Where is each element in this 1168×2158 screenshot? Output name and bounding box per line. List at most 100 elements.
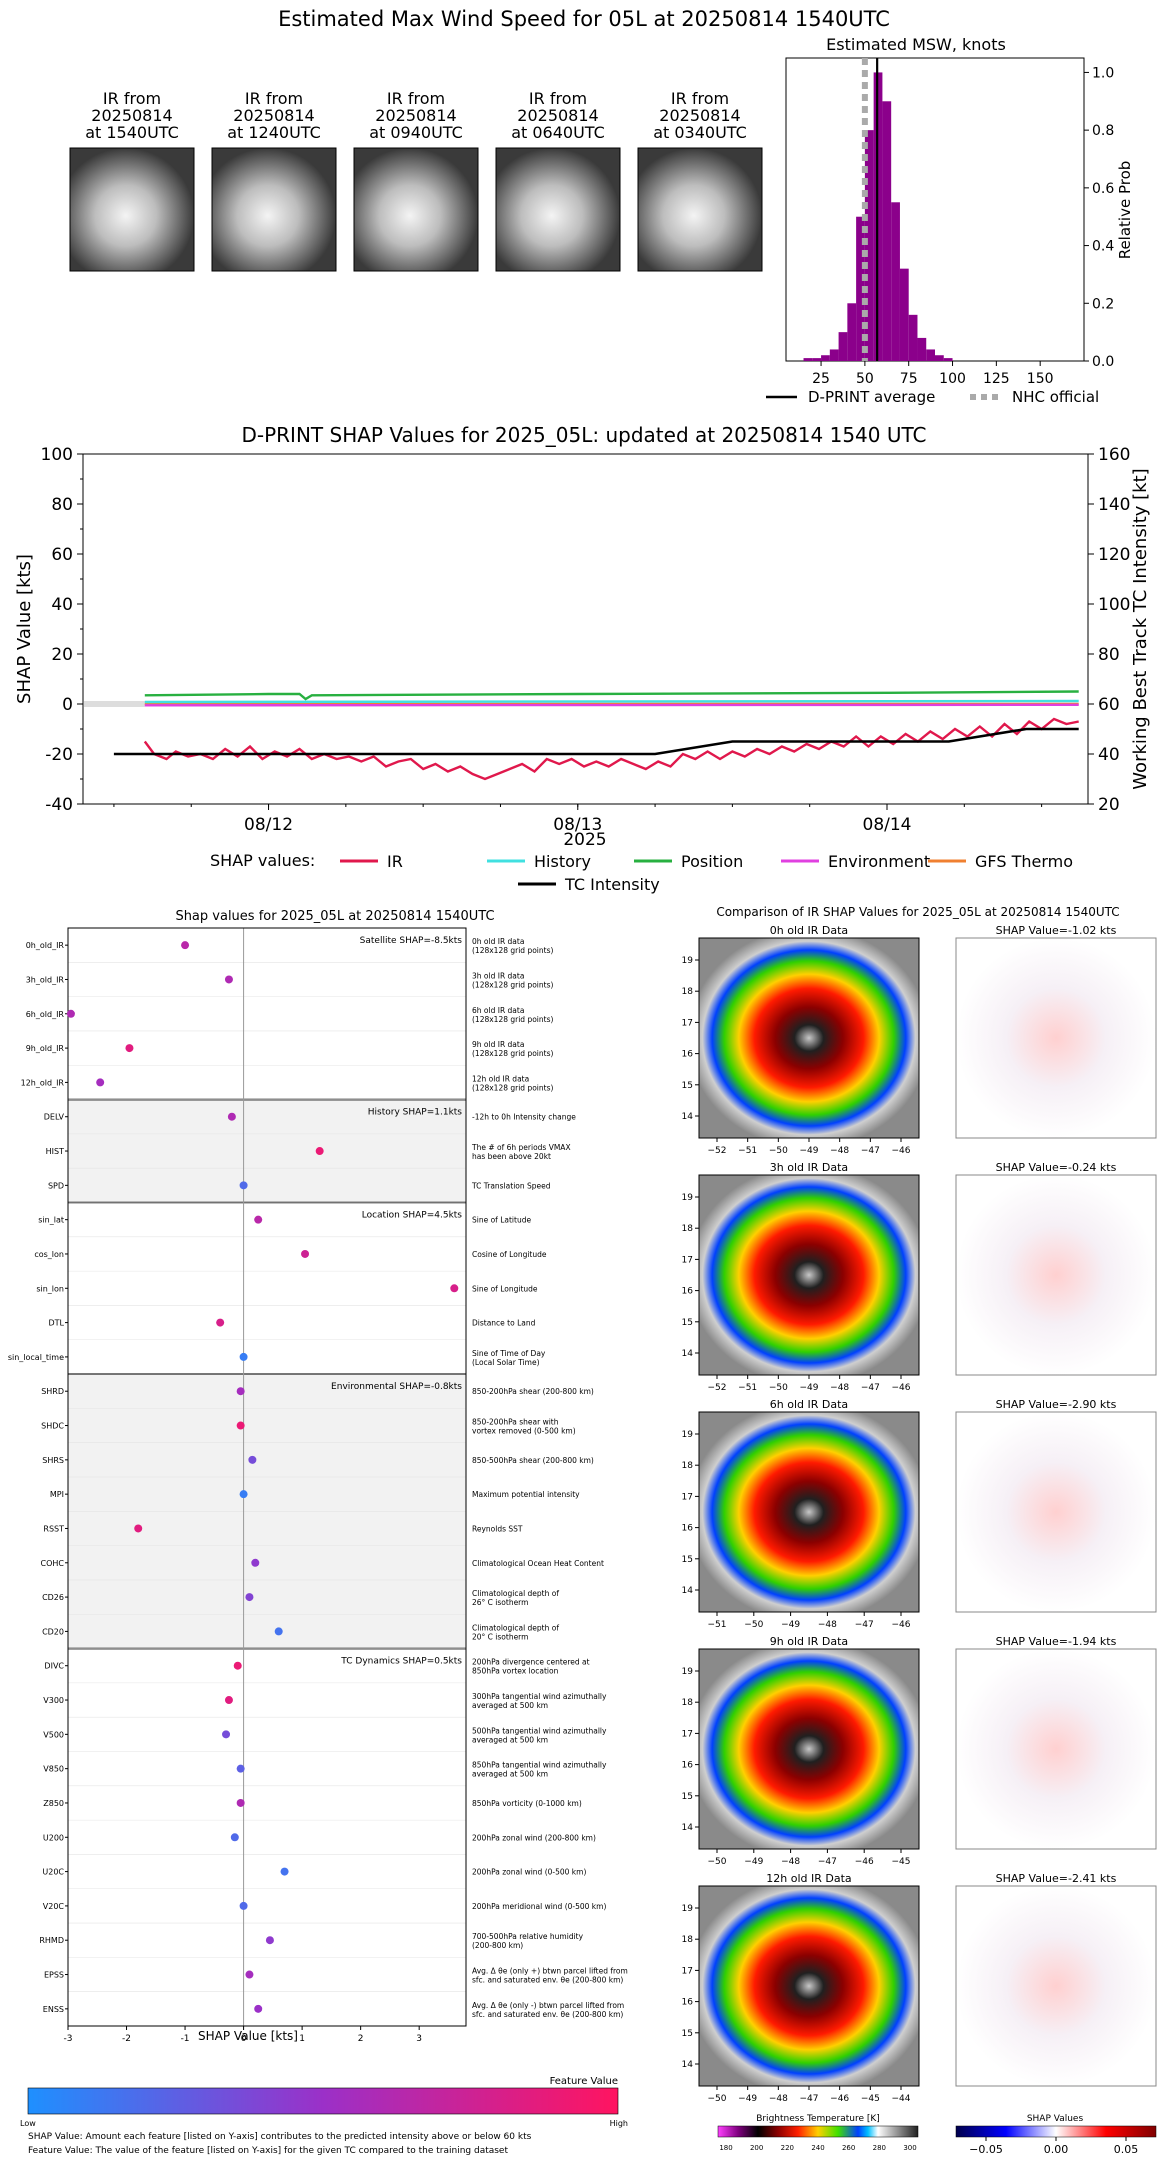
legend-label: IR — [387, 852, 403, 871]
feature-name: V850 — [43, 1765, 64, 1774]
ir-y-tick-label: 17 — [682, 1492, 693, 1502]
feature-name: CD20 — [42, 1627, 64, 1636]
x-tick-label: 75 — [900, 371, 918, 387]
feature-dot — [96, 1078, 105, 1087]
feature-dot — [254, 2004, 263, 2013]
feature-name: CD26 — [42, 1593, 64, 1602]
bt-colorbar — [717, 2125, 919, 2138]
feature-name: U20C — [42, 1868, 64, 1877]
ir-panel-image — [698, 1174, 920, 1376]
group-label: History SHAP=1.1kts — [368, 1108, 463, 1118]
ir-x-tick-label: −52 — [708, 1383, 727, 1393]
feature-desc-2: vortex removed (0-500 km) — [472, 1427, 576, 1436]
feature-name: RSST — [43, 1524, 64, 1533]
ir-x-tick-label: −50 — [708, 1857, 727, 1867]
ir-panel-title: 3h old IR Data — [770, 1161, 848, 1174]
thumbnail-label-3: at 0340UTC — [653, 123, 747, 142]
ir-x-tick-label: −49 — [781, 1620, 800, 1630]
page-title: Estimated Max Wind Speed for 05L at 2025… — [278, 7, 890, 31]
feature-desc: 700-500hPa relative humidity — [472, 1932, 584, 1941]
series-line-ir — [143, 717, 1079, 781]
ir-y-tick-label: 18 — [682, 987, 694, 997]
feature-desc: 200hPa zonal wind (200-800 km) — [472, 1833, 596, 1842]
feature-dot — [134, 1524, 143, 1533]
y-tick-label-right: 60 — [1098, 695, 1120, 715]
series-line-history — [144, 699, 1079, 704]
group-band — [68, 1202, 466, 1375]
bt-tick-label: 280 — [873, 2144, 886, 2152]
thumbnail-label-2: 20250814 — [659, 106, 740, 125]
feature-dot — [239, 1352, 248, 1361]
ir-x-tick-label: −49 — [738, 2094, 757, 2104]
bt-colorbar-ticks: 180 200 220 240 260 280 300 — [719, 2144, 916, 2152]
feature-desc: 200hPa zonal wind (0-500 km) — [472, 1868, 586, 1877]
timeseries-lines — [84, 690, 1079, 781]
y-tick-label-left: 60 — [51, 545, 73, 565]
timeseries-ticks: -40 -20 0 20 40 60 80 100 20 40 60 80 100 120 140 160 08… — [41, 445, 1131, 835]
feature-desc: 500hPa tangential wind azimuthally — [472, 1726, 607, 1735]
x-tick-label: 100 — [939, 371, 966, 387]
ir-x-tick-label: −47 — [818, 1857, 837, 1867]
shap-cb-tick-label: −0.05 — [969, 2143, 1003, 2156]
feature-desc-2: 850hPa vortex location — [472, 1667, 559, 1676]
ir-x-tick-label: −49 — [800, 1146, 819, 1156]
series-line-environment — [144, 703, 1079, 707]
histogram-bar — [829, 349, 839, 361]
histogram-bar — [926, 349, 935, 361]
x-tick-label: -3 — [64, 2034, 73, 2044]
feature-desc: Avg. Δ θe (only +) btwn parcel lifted fr… — [472, 1967, 628, 1976]
y-tick-label: 0.2 — [1092, 296, 1114, 312]
ir-y-tick-label: 17 — [682, 1255, 693, 1265]
feature-desc: 200hPa meridional wind (0-500 km) — [472, 1902, 606, 1911]
ir-y-tick-label: 19 — [682, 956, 694, 966]
shap-panel-image — [955, 937, 1157, 1139]
feature-name: SHRS — [42, 1456, 64, 1465]
shap-timeseries: D-PRINT SHAP Values for 2025_05L: update… — [14, 423, 1151, 894]
feature-dot — [236, 1798, 245, 1807]
ir-y-tick-label: 15 — [682, 1792, 693, 1802]
ir-y-tick-label: 16 — [682, 1050, 694, 1060]
feature-dot — [239, 1181, 248, 1190]
ir-x-tick-label: −51 — [708, 1620, 727, 1630]
ir-x-tick-label: −48 — [781, 1857, 800, 1867]
feature-name: sin_local_time — [8, 1353, 64, 1362]
thumbnail-label-3: at 0940UTC — [369, 123, 463, 142]
y-tick-label-left: 40 — [51, 595, 73, 615]
ir-x-tick-label: −47 — [861, 1146, 880, 1156]
legend-average-label: D-PRINT average — [808, 388, 935, 406]
feature-desc: -12h to 0h Intensity change — [472, 1113, 576, 1122]
x-tick-label: 08/13 — [553, 815, 602, 835]
feature-desc: 300hPa tangential wind azimuthally — [472, 1692, 607, 1701]
colorbar-low: Low — [20, 2119, 36, 2128]
bt-tick-label: 300 — [903, 2144, 916, 2152]
ir-panel-title: 9h old IR Data — [770, 1635, 848, 1648]
thumbnail-label-1: IR from — [387, 89, 445, 108]
ir-x-tick-label: −46 — [855, 1857, 874, 1867]
ir-y-tick-label: 15 — [682, 2029, 693, 2039]
thumbnail-label-2: 20250814 — [375, 106, 456, 125]
feature-dot — [236, 1387, 245, 1396]
feature-dot — [280, 1867, 289, 1876]
bt-tick-label: 200 — [750, 2144, 763, 2152]
feature-dot — [224, 975, 233, 984]
bt-tick-label: 240 — [811, 2144, 824, 2152]
ir-y-tick-label: 19 — [682, 1430, 694, 1440]
feature-desc: Distance to Land — [472, 1319, 536, 1328]
feature-desc-2: (128x128 grid points) — [472, 980, 553, 989]
feature-desc-2: averaged at 500 km — [472, 1735, 548, 1744]
bt-tick-label: 180 — [719, 2144, 732, 2152]
ir-x-tick-label: −47 — [855, 1620, 874, 1630]
feature-name: RHMD — [39, 1936, 64, 1945]
x-tick-label: -2 — [122, 2034, 131, 2044]
histogram-bar — [856, 216, 865, 361]
feature-name: SHRD — [41, 1387, 64, 1396]
y-tick-label-left: 20 — [51, 645, 73, 665]
shap-panel-title: SHAP Value=-1.94 kts — [996, 1635, 1117, 1648]
ir-y-tick-label: 16 — [682, 1287, 694, 1297]
ir-y-tick-label: 18 — [682, 1935, 694, 1945]
feature-dot — [265, 1936, 274, 1945]
tc-intensity-line — [113, 727, 1079, 756]
y-tick-label-left: 0 — [62, 695, 73, 715]
y-tick-label: 1.0 — [1092, 65, 1114, 81]
footnote-shap: SHAP Value: Amount each feature [listed … — [28, 2132, 532, 2142]
